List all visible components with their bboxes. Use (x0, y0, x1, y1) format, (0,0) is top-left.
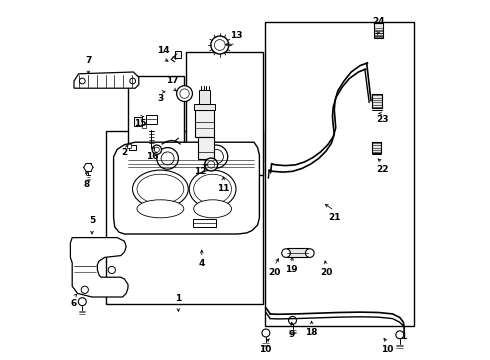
Text: 23: 23 (376, 115, 389, 124)
Text: 20: 20 (320, 268, 332, 276)
Bar (265, 22, 414, 326)
Text: 11: 11 (217, 184, 230, 193)
Circle shape (282, 249, 291, 257)
Circle shape (176, 86, 193, 102)
Text: 18: 18 (305, 328, 318, 337)
Bar (134, 117, 142, 126)
Text: 5: 5 (89, 216, 95, 225)
Ellipse shape (194, 200, 231, 218)
Text: 9: 9 (289, 330, 295, 339)
Bar (127, 144, 131, 148)
Circle shape (205, 145, 228, 168)
Text: 20: 20 (269, 268, 281, 276)
Text: 24: 24 (372, 17, 385, 26)
Text: 14: 14 (157, 46, 169, 55)
Text: 8: 8 (83, 180, 90, 189)
Polygon shape (71, 238, 128, 297)
Bar (194, 104, 215, 110)
Text: 10: 10 (259, 345, 271, 354)
Bar (146, 115, 157, 124)
Ellipse shape (189, 170, 236, 208)
Ellipse shape (132, 170, 188, 208)
Circle shape (152, 145, 162, 154)
Bar (143, 124, 146, 128)
Bar (129, 145, 136, 150)
Circle shape (305, 249, 314, 257)
Text: 15: 15 (134, 118, 146, 127)
Circle shape (211, 36, 229, 54)
Polygon shape (74, 72, 139, 88)
Text: 19: 19 (285, 266, 297, 274)
Circle shape (157, 148, 178, 169)
Text: 12: 12 (194, 167, 206, 176)
Bar (186, 52, 263, 175)
Bar (199, 90, 210, 104)
Bar (288, 248, 308, 257)
Bar (372, 94, 382, 108)
Text: 17: 17 (166, 76, 178, 85)
Text: 21: 21 (328, 212, 341, 222)
Circle shape (205, 158, 218, 171)
Text: 3: 3 (157, 94, 164, 103)
Text: 13: 13 (230, 31, 242, 40)
Text: 7: 7 (85, 56, 92, 65)
Text: 22: 22 (376, 165, 389, 174)
Text: 10: 10 (381, 345, 393, 354)
Bar (193, 219, 216, 227)
Text: 16: 16 (146, 153, 158, 161)
Bar (372, 142, 381, 153)
Bar (195, 110, 215, 137)
Bar (106, 131, 263, 304)
Polygon shape (114, 142, 259, 234)
Bar (128, 76, 184, 157)
Text: 4: 4 (198, 259, 205, 269)
Text: 2: 2 (122, 148, 127, 157)
Bar (374, 23, 383, 38)
Text: 1: 1 (175, 294, 181, 303)
Bar (198, 137, 215, 159)
Text: 6: 6 (71, 299, 77, 308)
Bar (175, 51, 180, 58)
Ellipse shape (137, 200, 184, 218)
